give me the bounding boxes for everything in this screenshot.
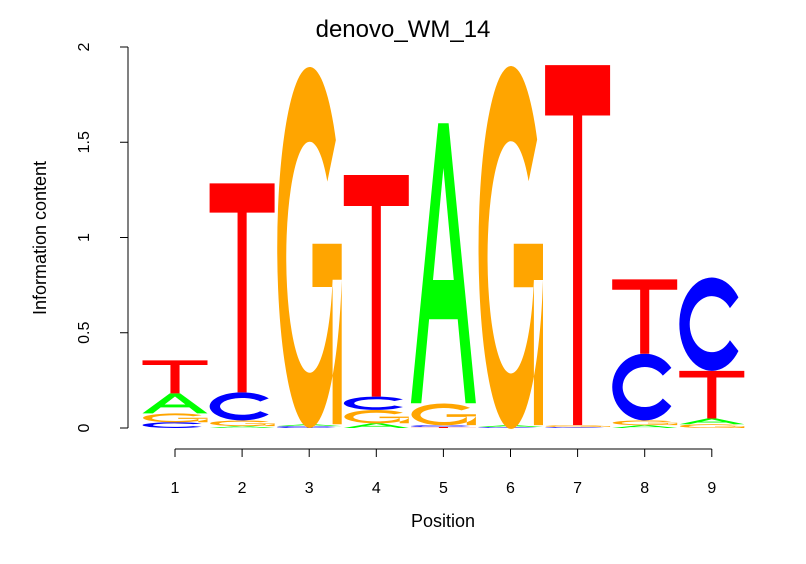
letter-G-pos-4	[344, 410, 409, 424]
y-tick-label: 0.5	[76, 322, 93, 344]
letter-A-pos-9	[679, 418, 745, 425]
letter-C-pos-2	[209, 392, 269, 421]
letter-C-pos-4	[343, 396, 403, 410]
letter-T-pos-7	[545, 65, 611, 426]
x-tick-label: 2	[238, 480, 247, 497]
letter-A-pos-3	[276, 424, 342, 427]
x-tick-label: 7	[573, 480, 582, 497]
letter-G-pos-2	[210, 420, 275, 427]
letter-T-pos-2	[209, 183, 275, 393]
y-tick-label: 1.5	[76, 131, 93, 153]
x-axis-label: Position	[411, 511, 475, 531]
x-tick-label: 1	[171, 480, 180, 497]
letter-G-pos-5	[411, 403, 476, 426]
letter-A-pos-2	[209, 426, 275, 428]
chart-title: denovo_WM_14	[316, 16, 491, 43]
x-axis: 1 2 3 4 5 6 7 8 9	[171, 448, 716, 497]
letter-G-pos-3	[277, 66, 342, 428]
letter-A-pos-8	[612, 425, 678, 428]
letter-A-pos-1	[142, 393, 208, 414]
letter-C-pos-3	[276, 426, 336, 428]
letter-A-pos-4	[343, 423, 409, 428]
letter-C-pos-1	[142, 422, 202, 428]
letter-T-pos-9	[679, 370, 745, 419]
x-tick-label: 9	[707, 480, 716, 497]
y-axis-label: Information content	[30, 161, 50, 315]
letter-C-pos-5	[410, 425, 471, 428]
x-tick-label: 4	[372, 480, 381, 497]
letter-G-pos-6	[478, 66, 543, 429]
letter-A-pos-5	[410, 123, 476, 404]
letter-G-pos-8	[612, 420, 678, 426]
x-tick-label: 3	[305, 480, 314, 497]
letter-C-pos-6	[478, 427, 538, 428]
letter-T-pos-1	[142, 360, 208, 394]
letter-T-pos-4	[343, 175, 409, 397]
letter-T-pos-8	[612, 279, 678, 354]
y-axis: 0 0.5 1 1.5 2	[76, 42, 129, 432]
letter-G-pos-7	[545, 425, 611, 428]
letter-C-pos-7	[545, 427, 605, 428]
letter-G-pos-9	[679, 424, 745, 429]
y-tick-label: 0	[76, 423, 93, 432]
y-tick-label: 1	[76, 233, 93, 242]
x-tick-label: 6	[506, 480, 515, 497]
x-tick-label: 5	[439, 480, 448, 497]
letter-G-pos-1	[143, 413, 208, 423]
letter-A-pos-6	[478, 425, 543, 428]
letter-C-pos-9	[679, 277, 739, 371]
letter-C-pos-8	[612, 353, 672, 421]
x-tick-label: 8	[640, 480, 649, 497]
y-tick-label: 2	[76, 42, 93, 51]
letter-T-pos-5	[410, 427, 476, 428]
logo-letters	[142, 65, 745, 429]
